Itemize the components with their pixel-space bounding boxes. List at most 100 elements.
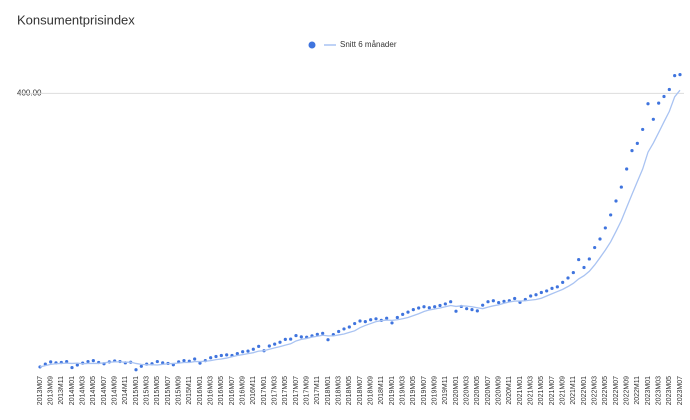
data-point xyxy=(555,285,559,289)
data-point xyxy=(657,101,661,105)
data-point xyxy=(497,301,501,305)
data-point xyxy=(395,315,399,320)
data-point xyxy=(491,299,495,303)
data-point xyxy=(481,303,485,307)
x-tick-label: 2022M07 xyxy=(613,376,620,405)
data-point xyxy=(422,305,426,309)
data-point xyxy=(198,361,202,365)
data-point xyxy=(267,344,271,348)
x-tick-label: 2023M03 xyxy=(656,376,663,405)
chart-title: Konsumentprisindex xyxy=(17,12,135,27)
x-tick-label: 2019M09 xyxy=(432,376,439,405)
data-point xyxy=(134,368,138,372)
data-point xyxy=(235,352,239,356)
data-point xyxy=(609,213,613,217)
data-point xyxy=(246,349,250,353)
x-tick-label: 2021M01 xyxy=(517,376,524,405)
x-tick-label: 2021M05 xyxy=(538,376,545,405)
data-point xyxy=(417,306,421,310)
x-tick-label: 2014M07 xyxy=(101,376,108,405)
data-point xyxy=(513,296,517,301)
x-tick-label: 2015M03 xyxy=(144,376,151,405)
data-point xyxy=(534,293,538,297)
data-point xyxy=(385,316,389,320)
data-point xyxy=(363,320,367,324)
data-point xyxy=(603,226,607,230)
data-point xyxy=(614,199,618,203)
data-point xyxy=(566,276,570,280)
x-tick-label: 2021M07 xyxy=(549,376,556,405)
x-tick-label: 2021M09 xyxy=(560,376,567,405)
x-tick-label: 2020M01 xyxy=(453,376,460,405)
data-point xyxy=(369,318,373,322)
x-tick-label: 2020M03 xyxy=(464,376,471,405)
x-tick-label: 2016M09 xyxy=(240,376,247,405)
data-point xyxy=(593,245,597,250)
data-point xyxy=(342,327,346,331)
data-point xyxy=(449,300,453,304)
x-tick-label: 2015M07 xyxy=(165,376,172,405)
data-point xyxy=(646,102,650,106)
x-tick-label: 2019M01 xyxy=(389,376,396,405)
data-point xyxy=(139,364,143,368)
data-point xyxy=(454,309,458,313)
data-point xyxy=(641,127,645,132)
data-point xyxy=(65,359,69,364)
data-point xyxy=(433,305,437,309)
data-point xyxy=(550,286,554,290)
data-point xyxy=(651,117,655,121)
x-tick-label: 2022M03 xyxy=(592,376,599,405)
x-tick-label: 2017M07 xyxy=(293,376,300,405)
data-point xyxy=(358,319,362,323)
data-point xyxy=(673,74,677,78)
data-point xyxy=(470,308,474,312)
data-point xyxy=(587,257,591,261)
data-point xyxy=(353,321,357,326)
data-point xyxy=(326,338,330,342)
data-point xyxy=(337,329,341,334)
data-point xyxy=(91,359,95,363)
x-tick-label: 2017M01 xyxy=(261,376,268,405)
x-tick-label: 2022M09 xyxy=(624,376,631,405)
data-point xyxy=(209,356,213,360)
x-tick-label: 2016M05 xyxy=(218,376,225,405)
x-tick-label: 2015M01 xyxy=(133,376,140,405)
x-tick-label: 2014M09 xyxy=(112,376,119,405)
data-point xyxy=(299,335,303,339)
x-tick-label: 2016M03 xyxy=(208,376,215,405)
data-point xyxy=(182,359,186,363)
data-point xyxy=(529,294,533,298)
x-tick-label: 2016M11 xyxy=(250,376,257,405)
data-point xyxy=(283,337,287,341)
data-point xyxy=(70,365,74,370)
x-tick-label: 2018M05 xyxy=(346,376,353,405)
data-point xyxy=(619,185,623,189)
x-tick-label: 2013M07 xyxy=(37,376,44,405)
x-tick-label: 2017M09 xyxy=(304,376,311,405)
data-point xyxy=(86,359,90,364)
x-tick-label: 2013M11 xyxy=(58,376,65,405)
x-tick-label: 2020M05 xyxy=(474,376,481,405)
data-point xyxy=(475,309,479,313)
x-tick-label: 2022M11 xyxy=(634,376,641,405)
x-tick-label: 2022M05 xyxy=(602,376,609,405)
data-point xyxy=(401,312,405,316)
data-point xyxy=(214,354,218,359)
x-tick-label: 2021M11 xyxy=(570,376,577,405)
x-tick-label: 2017M11 xyxy=(314,376,321,405)
data-point xyxy=(225,353,229,357)
x-tick-label: 2017M03 xyxy=(272,376,279,405)
x-tick-label: 2019M03 xyxy=(400,376,407,405)
data-point xyxy=(257,344,261,348)
data-point xyxy=(582,265,586,270)
data-point xyxy=(75,363,79,367)
x-tick-label: 2014M05 xyxy=(90,376,97,405)
data-point xyxy=(251,347,255,351)
data-point xyxy=(155,359,159,364)
x-tick-label: 2014M03 xyxy=(80,376,87,405)
data-point xyxy=(625,167,629,171)
data-point xyxy=(411,308,415,312)
data-point xyxy=(390,321,394,325)
data-point xyxy=(667,87,671,92)
